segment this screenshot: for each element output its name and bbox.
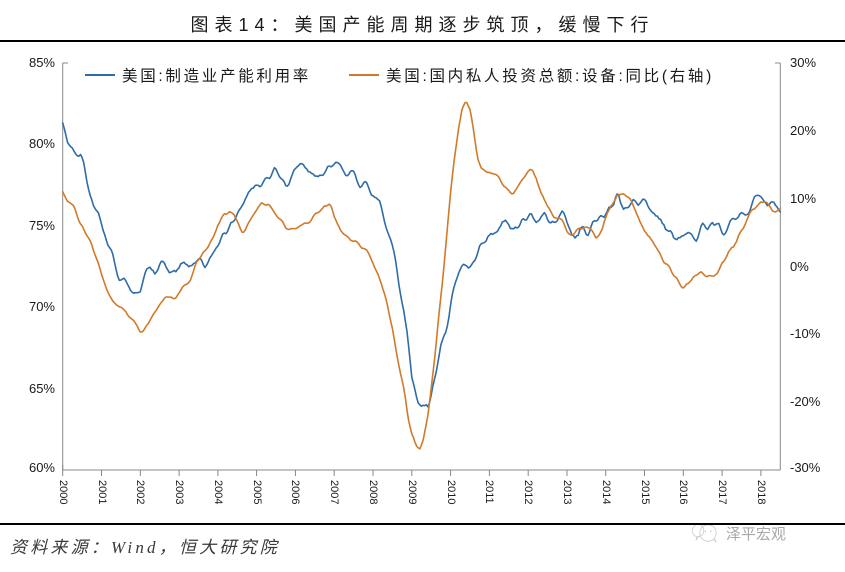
svg-text:泽平宏观: 泽平宏观 xyxy=(726,526,786,543)
